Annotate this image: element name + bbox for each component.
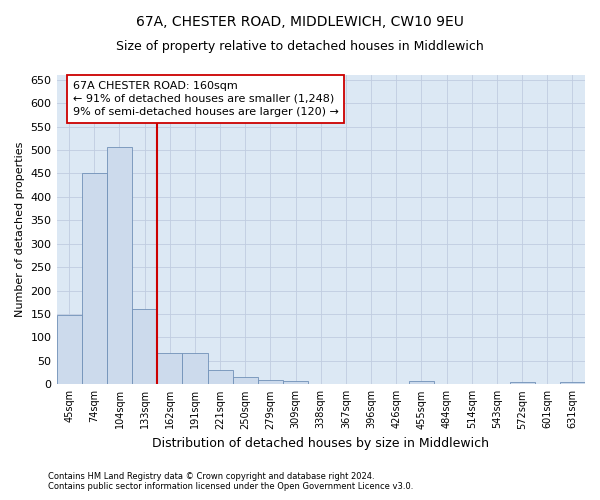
Bar <box>107 146 132 384</box>
Text: 67A CHESTER ROAD: 160sqm
← 91% of detached houses are smaller (1,248)
9% of semi: 67A CHESTER ROAD: 160sqm ← 91% of detach… <box>73 80 339 117</box>
Text: Size of property relative to detached houses in Middlewich: Size of property relative to detached ho… <box>116 40 484 53</box>
Bar <box>409 382 434 384</box>
Bar <box>560 382 585 384</box>
Bar <box>82 174 107 384</box>
Text: 67A, CHESTER ROAD, MIDDLEWICH, CW10 9EU: 67A, CHESTER ROAD, MIDDLEWICH, CW10 9EU <box>136 15 464 29</box>
Bar <box>233 378 258 384</box>
Bar <box>208 370 233 384</box>
Bar <box>132 310 157 384</box>
Y-axis label: Number of detached properties: Number of detached properties <box>15 142 25 318</box>
X-axis label: Distribution of detached houses by size in Middlewich: Distribution of detached houses by size … <box>152 437 489 450</box>
Bar <box>509 382 535 384</box>
Text: Contains public sector information licensed under the Open Government Licence v3: Contains public sector information licen… <box>48 482 413 491</box>
Bar <box>157 353 182 384</box>
Bar <box>56 316 82 384</box>
Bar <box>258 380 283 384</box>
Bar <box>283 380 308 384</box>
Text: Contains HM Land Registry data © Crown copyright and database right 2024.: Contains HM Land Registry data © Crown c… <box>48 472 374 481</box>
Bar <box>182 353 208 384</box>
